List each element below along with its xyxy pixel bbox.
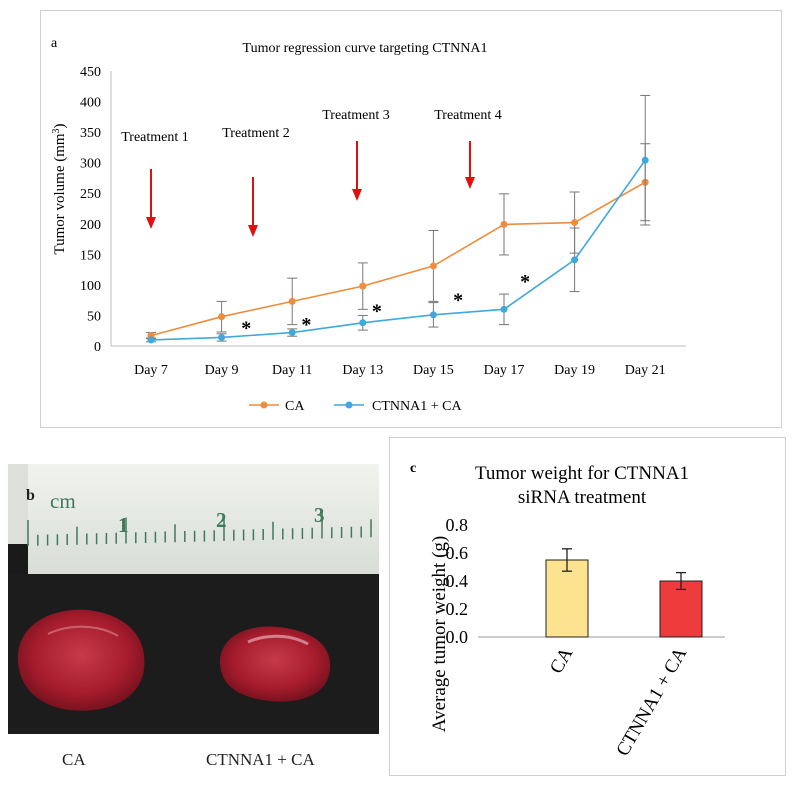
ruler-number-2: 2 xyxy=(216,508,227,532)
series-point xyxy=(571,219,579,227)
significance-star: * xyxy=(453,289,463,311)
chart-a-legend: CA CTNNA1 + CA xyxy=(249,399,462,414)
panel-b-letter: b xyxy=(26,487,35,504)
chart-c-ylabel: Average tumor weight (g) xyxy=(429,536,450,732)
bar xyxy=(659,580,703,638)
photo-label-ca: CA xyxy=(62,750,86,769)
tumor-ctnna1-highlight xyxy=(247,634,309,646)
chart-c-ytick: 0.6 xyxy=(446,543,469,563)
treatment-arrow-head xyxy=(146,217,156,229)
series-point xyxy=(641,156,649,164)
chart-c-ytick: 0.4 xyxy=(446,571,469,591)
series-line xyxy=(150,159,646,341)
chart-c-ytick: 0.8 xyxy=(446,515,469,535)
chart-a-ytick: 300 xyxy=(80,157,101,172)
chart-a-ytick: 50 xyxy=(87,309,101,324)
series-point xyxy=(218,313,226,321)
chart-c-title-line-2: siRNA treatment xyxy=(518,487,647,508)
significance-star: * xyxy=(520,271,530,293)
chart-a-xtick: Day 15 xyxy=(413,363,454,378)
tumor-ca-highlight xyxy=(47,625,119,637)
treatment-arrow-head xyxy=(465,177,475,189)
series-point xyxy=(429,262,437,270)
chart-a-ytick: 150 xyxy=(80,248,101,263)
ruler-ticks xyxy=(27,512,372,546)
treatment-label: Treatment 1 xyxy=(121,130,189,145)
chart-c-ytick: 0.0 xyxy=(446,627,469,647)
ruler-number-1: 1 xyxy=(118,513,129,537)
series-point xyxy=(571,256,579,264)
chart-a-ylabel-sup: 3 xyxy=(51,128,62,133)
chart-c-xtick: CTNNA1 + CA xyxy=(612,644,691,760)
series-point xyxy=(429,311,437,319)
ruler-number-3: 3 xyxy=(314,503,325,527)
tumor-weight-chart: c Tumor weight for CTNNA1 siRNA treatmen… xyxy=(410,461,725,760)
series-point xyxy=(359,319,367,327)
series-point xyxy=(500,305,508,313)
chart-a-title: Tumor regression curve targeting CTNNA1 xyxy=(243,41,488,56)
treatment-label: Treatment 3 xyxy=(322,108,390,123)
series-point xyxy=(218,333,226,341)
chart-a-xtick: Day 11 xyxy=(272,363,312,378)
chart-a-ytick: 400 xyxy=(80,96,101,111)
panel-c-letter: c xyxy=(410,461,416,476)
tumor-regression-chart: a Tumor regression curve targeting CTNNA… xyxy=(51,36,686,414)
chart-a-ytick: 0 xyxy=(94,340,101,355)
panel-c: c Tumor weight for CTNNA1 siRNA treatmen… xyxy=(389,437,786,776)
significance-star: * xyxy=(301,314,311,336)
panel-a-letter: a xyxy=(51,36,58,51)
chart-a-ytick: 450 xyxy=(80,65,101,80)
significance-star: * xyxy=(241,317,251,339)
treatment-arrow-head xyxy=(352,189,362,201)
chart-a-ylabel-tail: ) xyxy=(52,123,68,128)
ruler xyxy=(28,464,379,574)
significance-star: * xyxy=(372,300,382,322)
bar xyxy=(545,559,589,638)
chart-a-xtick: Day 19 xyxy=(554,363,595,378)
chart-a-ytick: 100 xyxy=(80,279,101,294)
chart-a-ytick: 200 xyxy=(80,218,101,233)
legend-ca-label: CA xyxy=(285,399,305,414)
series-point xyxy=(147,336,155,344)
chart-c-title-line-1: Tumor weight for CTNNA1 xyxy=(475,463,689,484)
series-point xyxy=(500,220,508,228)
series-point xyxy=(288,329,296,337)
chart-a-ylabel-main: Tumor volume (mm xyxy=(52,133,68,254)
treatment-arrow-head xyxy=(248,225,258,237)
series-point xyxy=(288,297,296,305)
chart-a-xtick: Day 13 xyxy=(342,363,383,378)
photo-label-ctnna1-ca: CTNNA1 + CA xyxy=(206,750,315,769)
treatment-label: Treatment 2 xyxy=(222,126,290,141)
treatment-label: Treatment 4 xyxy=(434,108,502,123)
chart-a-ytick: 250 xyxy=(80,187,101,202)
panel-b-photo: cm 1 2 3 b xyxy=(8,464,379,734)
chart-a-xtick: Day 17 xyxy=(484,363,525,378)
chart-c-xtick: CA xyxy=(546,644,578,678)
tumor-ctnna1-ca xyxy=(220,626,331,702)
series-point xyxy=(359,282,367,290)
chart-c-ytick: 0.2 xyxy=(446,599,469,619)
legend-ctnna1-marker xyxy=(345,401,353,409)
ruler-unit: cm xyxy=(50,489,76,513)
panel-a: a Tumor regression curve targeting CTNNA… xyxy=(40,10,782,428)
chart-a-xtick: Day 9 xyxy=(205,363,239,378)
tumor-ca xyxy=(17,609,145,711)
chart-a-xtick: Day 7 xyxy=(134,363,168,378)
chart-a-ylabel: Tumor volume (mm3) xyxy=(51,123,69,254)
series-line xyxy=(150,181,646,337)
legend-ca-marker xyxy=(260,401,268,409)
legend-ctnna1-label: CTNNA1 + CA xyxy=(372,399,462,414)
tumor-photo: cm 1 2 3 b xyxy=(8,464,379,734)
chart-a-xtick: Day 21 xyxy=(625,363,666,378)
chart-a-ytick: 350 xyxy=(80,126,101,141)
